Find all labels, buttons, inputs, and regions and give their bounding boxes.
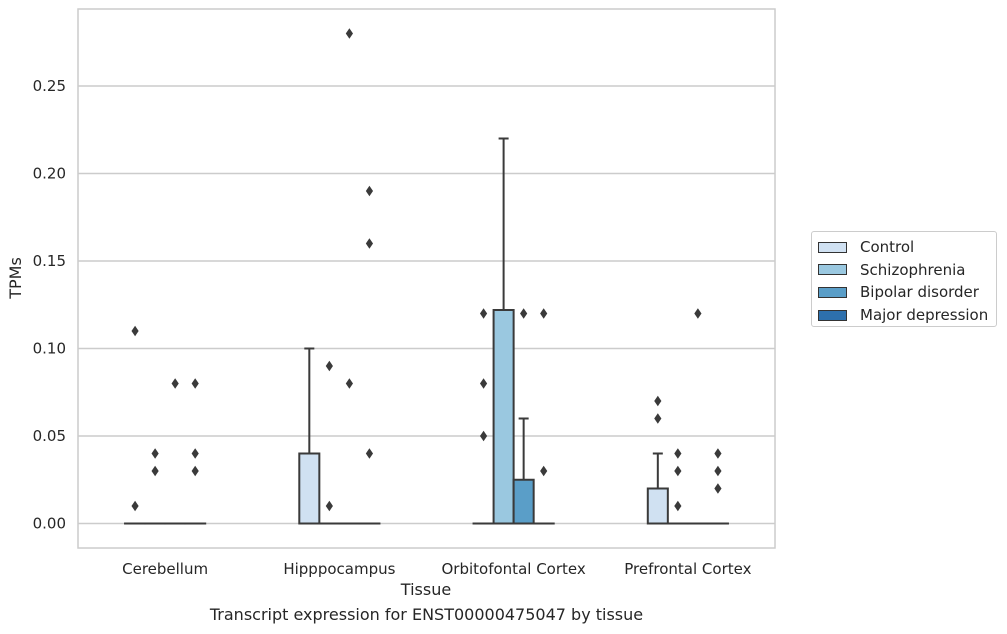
outlier-point xyxy=(479,430,488,442)
chart-caption: Transcript expression for ENST0000047504… xyxy=(209,605,644,624)
y-tick-label: 0.10 xyxy=(33,340,66,358)
legend-swatch-schizophrenia xyxy=(818,264,847,276)
outlier-point xyxy=(540,308,548,319)
outlier-point xyxy=(191,465,199,477)
box-plot xyxy=(492,137,515,525)
legend-swatch-control xyxy=(818,241,847,253)
outlier-point xyxy=(345,378,353,389)
outlier-point xyxy=(520,308,528,319)
outlier-point xyxy=(540,465,548,477)
box-plot xyxy=(298,347,321,525)
box-plot xyxy=(144,448,167,525)
outlier-point xyxy=(714,483,722,494)
y-tick-label: 0.00 xyxy=(33,515,66,533)
x-tick-labels: Cerebellum Hipppocampus Orbitofontal Corte… xyxy=(122,560,751,578)
outlier-point xyxy=(654,413,662,424)
legend-swatch-bipolar-disorder xyxy=(818,286,847,298)
plot-frame xyxy=(77,8,776,549)
outlier-point xyxy=(674,465,682,477)
outlier-point xyxy=(365,448,374,459)
legend-label: Bipolar disorder xyxy=(860,283,979,302)
x-axis-label: Tissue xyxy=(400,580,451,599)
box-plot xyxy=(358,185,381,525)
x-tick-label: Cerebellum xyxy=(122,560,208,578)
legend-label: Major depression xyxy=(860,306,989,325)
outlier-point xyxy=(191,448,199,459)
y-tick-label: 0.15 xyxy=(33,252,66,270)
x-tick-label: Prefrontal Cortex xyxy=(624,560,751,578)
outlier-point xyxy=(345,28,353,39)
outlier-point xyxy=(131,325,139,337)
outlier-point xyxy=(365,185,374,197)
y-tick-label: 0.25 xyxy=(33,77,66,95)
outlier-point xyxy=(694,308,702,319)
legend-label: Schizophrenia xyxy=(860,260,966,279)
y-tick-labels: 0.00 0.05 0.10 0.15 0.20 0.25 xyxy=(33,77,66,533)
y-tick-label: 0.20 xyxy=(33,165,66,183)
box xyxy=(646,487,669,525)
box-plot xyxy=(646,395,669,525)
box-plot xyxy=(532,308,555,525)
legend-item-schizophrenia: Schizophrenia xyxy=(818,259,996,282)
outlier-point xyxy=(479,378,488,389)
y-axis-label: TPMs xyxy=(6,257,25,300)
box-plot xyxy=(472,308,495,525)
box xyxy=(298,452,321,525)
legend-swatch-major-depression xyxy=(818,309,847,321)
box-plot xyxy=(686,308,709,525)
box xyxy=(492,309,515,525)
box-plot xyxy=(512,308,535,525)
outlier-point xyxy=(674,448,682,459)
box xyxy=(512,478,535,525)
box-plot xyxy=(318,360,341,525)
outlier-point xyxy=(479,308,488,319)
outlier-point xyxy=(674,500,682,512)
outlier-point xyxy=(191,378,199,389)
outlier-point xyxy=(714,448,722,459)
box-plot xyxy=(164,378,187,525)
outlier-point xyxy=(171,378,179,389)
outlier-point xyxy=(325,360,333,372)
legend-label: Control xyxy=(860,238,915,257)
box-plot xyxy=(184,378,207,525)
outlier-point xyxy=(131,500,139,512)
legend-item-major-depression: Major depression xyxy=(818,304,996,327)
gridlines xyxy=(78,85,775,525)
outlier-point xyxy=(151,448,159,459)
outlier-point xyxy=(325,500,333,512)
box-plot xyxy=(124,325,147,525)
outlier-point xyxy=(714,465,722,477)
outlier-point xyxy=(365,238,374,249)
x-tick-label: Orbitofontal Cortex xyxy=(442,560,586,578)
box-plot xyxy=(666,448,689,525)
x-tick-label: Hipppocampus xyxy=(283,560,395,578)
legend: Control Schizophrenia Bipolar disorder M… xyxy=(811,231,997,327)
outlier-point xyxy=(654,395,662,407)
legend-item-control: Control xyxy=(818,236,996,259)
outlier-point xyxy=(151,465,159,477)
y-tick-label: 0.05 xyxy=(33,427,66,445)
box-series xyxy=(124,28,729,525)
box-plot xyxy=(338,28,361,525)
box-plot xyxy=(706,448,729,525)
legend-item-bipolar-disorder: Bipolar disorder xyxy=(818,281,996,304)
